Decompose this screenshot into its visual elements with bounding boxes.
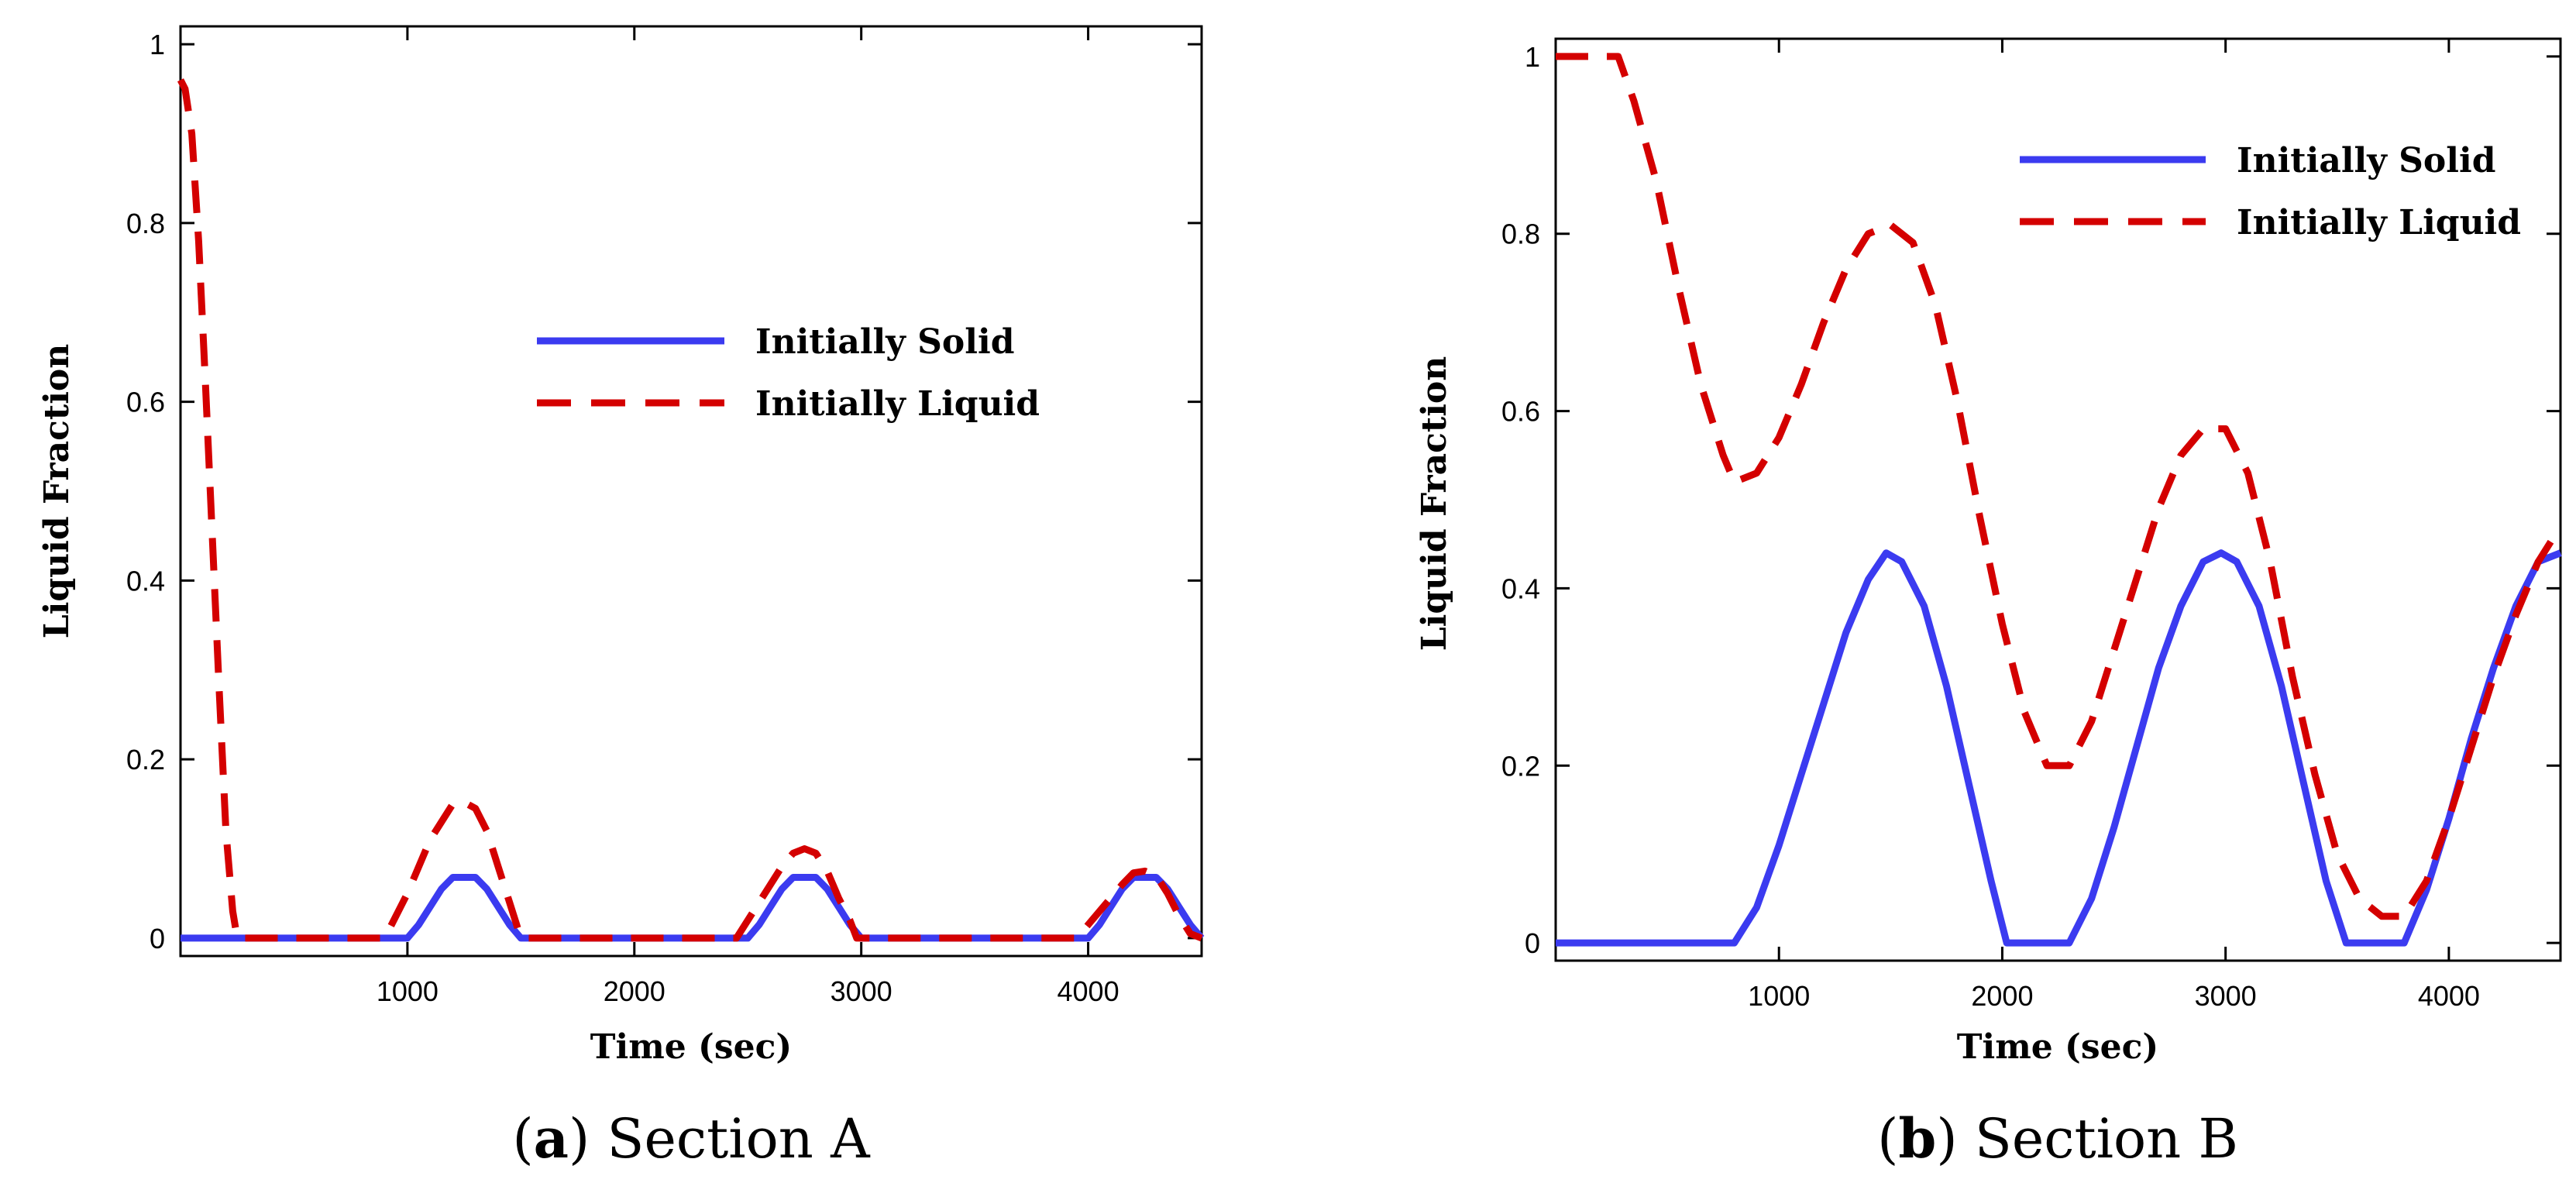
x-tick-label: 1000 [1748,980,1810,1012]
y-tick-label: 0.6 [126,387,165,418]
legend-label-initially-liquid: Initially Liquid [755,384,1040,424]
series-group [1556,53,2564,947]
x-tick-label: 3000 [2195,980,2257,1012]
y-axis-ticks: 0 0.2 0.4 0.6 0.8 1 [126,29,1202,954]
y-tick-label: 0 [150,923,165,954]
x-tick-label: 4000 [2418,980,2480,1012]
series-line-initially-solid [181,874,1205,942]
caption-text: ) Section A [569,1107,871,1171]
x-axis-ticks: 1000 2000 3000 4000 [377,26,1119,1007]
caption-letter: a [534,1106,569,1171]
y-tick-label: 1 [1525,41,1540,73]
series-line-initially-liquid [1556,53,2564,920]
panel-section-a: 0 0.2 0.4 0.6 0.8 1 1000 2000 3000 4000 Liquid F… [37,25,1205,1171]
legend-label-initially-solid: Initially Solid [755,322,1014,362]
caption-text: ) Section B [1936,1107,2238,1171]
legend-label-initially-liquid: Initially Liquid [2237,203,2521,242]
x-tick-label: 1000 [377,975,439,1007]
y-tick-label: 0.4 [1501,573,1540,604]
y-axis-title: Liquid Fraction [1415,356,1454,652]
y-tick-label: 0 [1525,927,1540,959]
series-line-initially-liquid [177,78,1203,942]
y-tick-label: 0.8 [1501,218,1540,250]
panel-section-b: 0 0.2 0.4 0.6 0.8 1 1000 2000 3000 4000 Liquid F… [1415,37,2564,1171]
plot-frame [179,25,1203,958]
series-line-initially-solid [1556,549,2562,947]
x-tick-label: 4000 [1058,975,1119,1007]
x-axis-ticks: 1000 2000 3000 4000 [1748,39,2480,1012]
legend: Initially Solid Initially Liquid [2020,141,2521,242]
y-axis-title: Liquid Fraction [37,344,77,639]
caption-section-a: (a) Section A [512,1106,871,1171]
x-tick-label: 2000 [604,975,665,1007]
y-tick-label: 0.8 [126,208,165,239]
x-axis-title: Time (sec) [1957,1027,2159,1067]
y-tick-label: 0.4 [126,565,165,597]
legend: Initially Solid Initially Liquid [537,322,1040,424]
y-tick-label: 1 [150,29,165,60]
x-tick-label: 3000 [831,975,892,1007]
series-group [177,78,1205,942]
caption-prefix: ( [512,1107,533,1171]
x-axis-title: Time (sec) [590,1027,793,1067]
y-tick-label: 0.2 [126,744,165,775]
caption-prefix: ( [1877,1107,1898,1171]
caption-letter: b [1898,1106,1936,1171]
plot-frame [1554,37,2562,962]
x-tick-label: 2000 [1971,980,2033,1012]
y-tick-label: 0.6 [1501,396,1540,428]
caption-section-b: (b) Section B [1877,1106,2238,1171]
legend-label-initially-solid: Initially Solid [2237,141,2495,181]
y-tick-label: 0.2 [1501,750,1540,782]
